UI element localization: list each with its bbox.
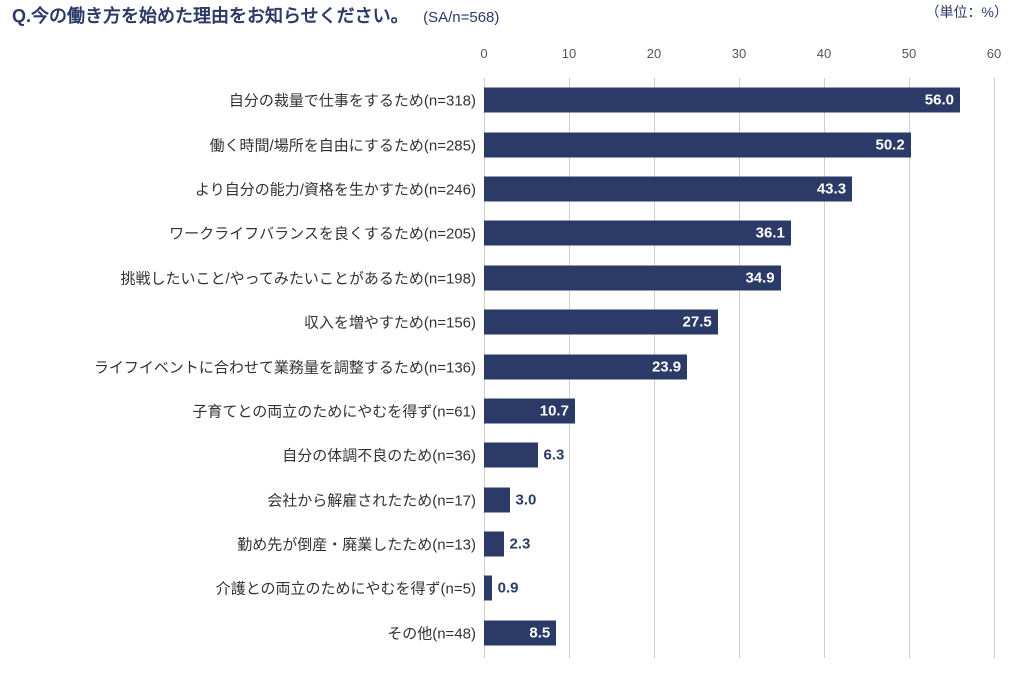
category-label: 子育てとの両立のためにやむを得ず(n=61) — [0, 400, 476, 421]
category-label: 挑戦したいこと/やってみたいことがあるため(n=198) — [0, 267, 476, 288]
category-label: より自分の能力/資格を生かすため(n=246) — [0, 178, 476, 199]
value-label: 0.9 — [498, 580, 519, 597]
category-label: 収入を増やすため(n=156) — [0, 312, 476, 333]
category-label: 自分の裁量で仕事をするため(n=318) — [0, 90, 476, 111]
category-label: ライフイベントに合わせて業務量を調整するため(n=136) — [0, 356, 476, 377]
x-tick-label: 30 — [732, 46, 746, 61]
x-tick-label: 50 — [902, 46, 916, 61]
value-label: 36.1 — [756, 225, 785, 242]
value-label: 23.9 — [652, 358, 681, 375]
bar-row: 勤め先が倒産・廃業したため(n=13) 2.3 — [0, 522, 1024, 566]
value-label: 34.9 — [745, 269, 774, 286]
x-tick-label: 0 — [480, 46, 487, 61]
value-label: 27.5 — [683, 314, 712, 331]
bar — [484, 532, 504, 557]
bar-row: 自分の裁量で仕事をするため(n=318) 56.0 — [0, 78, 1024, 122]
bar-row: 働く時間/場所を自由にするため(n=285) 50.2 — [0, 122, 1024, 166]
category-label: その他(n=48) — [0, 622, 476, 643]
x-tick-label: 20 — [647, 46, 661, 61]
bar — [484, 576, 492, 601]
bar-row: 挑戦したいこと/やってみたいことがあるため(n=198) 34.9 — [0, 256, 1024, 300]
x-tick-label: 40 — [817, 46, 831, 61]
category-label: 介護との両立のためにやむを得ず(n=5) — [0, 578, 476, 599]
bar — [484, 132, 911, 157]
bar — [484, 443, 538, 468]
value-label: 50.2 — [875, 136, 904, 153]
value-label: 43.3 — [817, 180, 846, 197]
category-label: 会社から解雇されたため(n=17) — [0, 489, 476, 510]
value-label: 2.3 — [510, 536, 531, 553]
category-label: 勤め先が倒産・廃業したため(n=13) — [0, 534, 476, 555]
bar-row: 収入を増やすため(n=156) 27.5 — [0, 300, 1024, 344]
bar-row: 介護との両立のためにやむを得ず(n=5) 0.9 — [0, 566, 1024, 610]
bar-row: 自分の体調不良のため(n=36) 6.3 — [0, 433, 1024, 477]
category-label: ワークライフバランスを良くするため(n=205) — [0, 223, 476, 244]
value-label: 56.0 — [925, 92, 954, 109]
category-label: 働く時間/場所を自由にするため(n=285) — [0, 134, 476, 155]
value-label: 6.3 — [544, 447, 565, 464]
x-tick-label: 10 — [562, 46, 576, 61]
bar-row: 子育てとの両立のためにやむを得ず(n=61) 10.7 — [0, 389, 1024, 433]
bar — [484, 176, 852, 201]
x-tick-label: 60 — [987, 46, 1001, 61]
bar-row: その他(n=48) 8.5 — [0, 611, 1024, 655]
bar — [484, 88, 960, 113]
category-label: 自分の体調不良のため(n=36) — [0, 445, 476, 466]
chart-container: Q.今の働き方を始めた理由をお知らせください。 (SA/n=568) （単位：%… — [0, 0, 1024, 673]
question-title: Q.今の働き方を始めた理由をお知らせください。 — [12, 2, 409, 28]
bar-row: ライフイベントに合わせて業務量を調整するため(n=136) 23.9 — [0, 344, 1024, 388]
unit-label: （単位：%） — [926, 2, 1008, 22]
bar — [484, 265, 781, 290]
value-label: 3.0 — [516, 491, 537, 508]
plot-area: 自分の裁量で仕事をするため(n=318) 56.0 働く時間/場所を自由にするため(… — [0, 78, 1024, 655]
chart-area: 自分の裁量で仕事をするため(n=318) 56.0 働く時間/場所を自由にするため(… — [0, 38, 1024, 673]
value-label: 8.5 — [529, 624, 550, 641]
bar-row: ワークライフバランスを良くするため(n=205) 36.1 — [0, 211, 1024, 255]
chart-header: Q.今の働き方を始めた理由をお知らせください。 (SA/n=568) （単位：%… — [12, 2, 1012, 32]
bar — [484, 487, 510, 512]
value-label: 10.7 — [540, 402, 569, 419]
bar-row: 会社から解雇されたため(n=17) 3.0 — [0, 478, 1024, 522]
bar-row: より自分の能力/資格を生かすため(n=246) 43.3 — [0, 167, 1024, 211]
question-meta: (SA/n=568) — [423, 9, 499, 26]
bar — [484, 221, 791, 246]
